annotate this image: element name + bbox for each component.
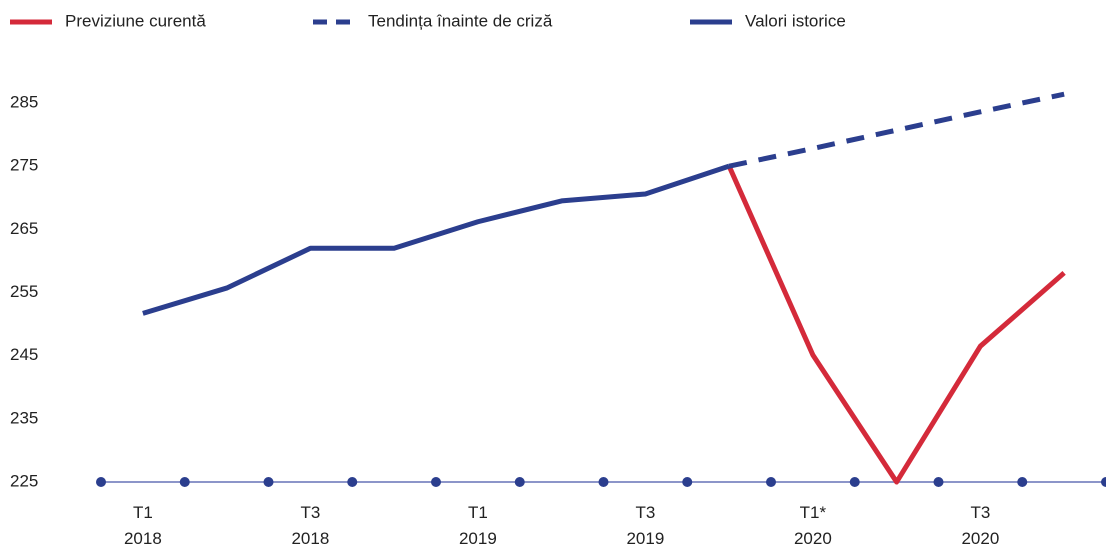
x-tick-label: T1* 2020: [793, 503, 832, 548]
y-tick-label: 235: [10, 408, 38, 427]
x-tick-label: T3 2018: [291, 503, 330, 548]
x-tick-label: T3 2019: [626, 503, 665, 548]
y-tick-label: 285: [10, 92, 38, 111]
x-tick-label: T1 2018: [123, 503, 162, 548]
legend-label: Valori istorice: [745, 11, 846, 30]
x-tick-dot: [96, 477, 106, 487]
x-tick-dot: [347, 477, 358, 487]
y-tick-label: 225: [10, 471, 38, 490]
legend-label: Tendința înainte de criză: [368, 11, 553, 30]
x-tick-dot: [431, 477, 441, 487]
x-tick-label: T3 2020: [961, 503, 1000, 548]
y-tick-label: 265: [10, 219, 38, 238]
x-tick-dot: [682, 477, 693, 487]
series-line: [728, 91, 1065, 169]
x-tick-dot: [766, 477, 776, 487]
legend-label: Previziune curentă: [65, 11, 206, 30]
x-tick-label: T1 2019: [458, 503, 497, 548]
x-tick-dot: [179, 477, 190, 487]
series-line: [726, 165, 1066, 485]
x-tick-dot: [849, 477, 860, 487]
x-tick-dot: [1017, 477, 1028, 487]
x-tick-dot: [263, 477, 274, 487]
y-tick-label: 245: [10, 345, 38, 364]
y-tick-label: 255: [10, 282, 38, 301]
x-tick-dot: [514, 477, 525, 487]
x-tick-dot: [933, 477, 944, 487]
x-tick-dot: [1101, 477, 1106, 487]
y-tick-label: 275: [10, 156, 38, 175]
series-line: [142, 163, 730, 316]
x-tick-dot: [598, 477, 609, 487]
